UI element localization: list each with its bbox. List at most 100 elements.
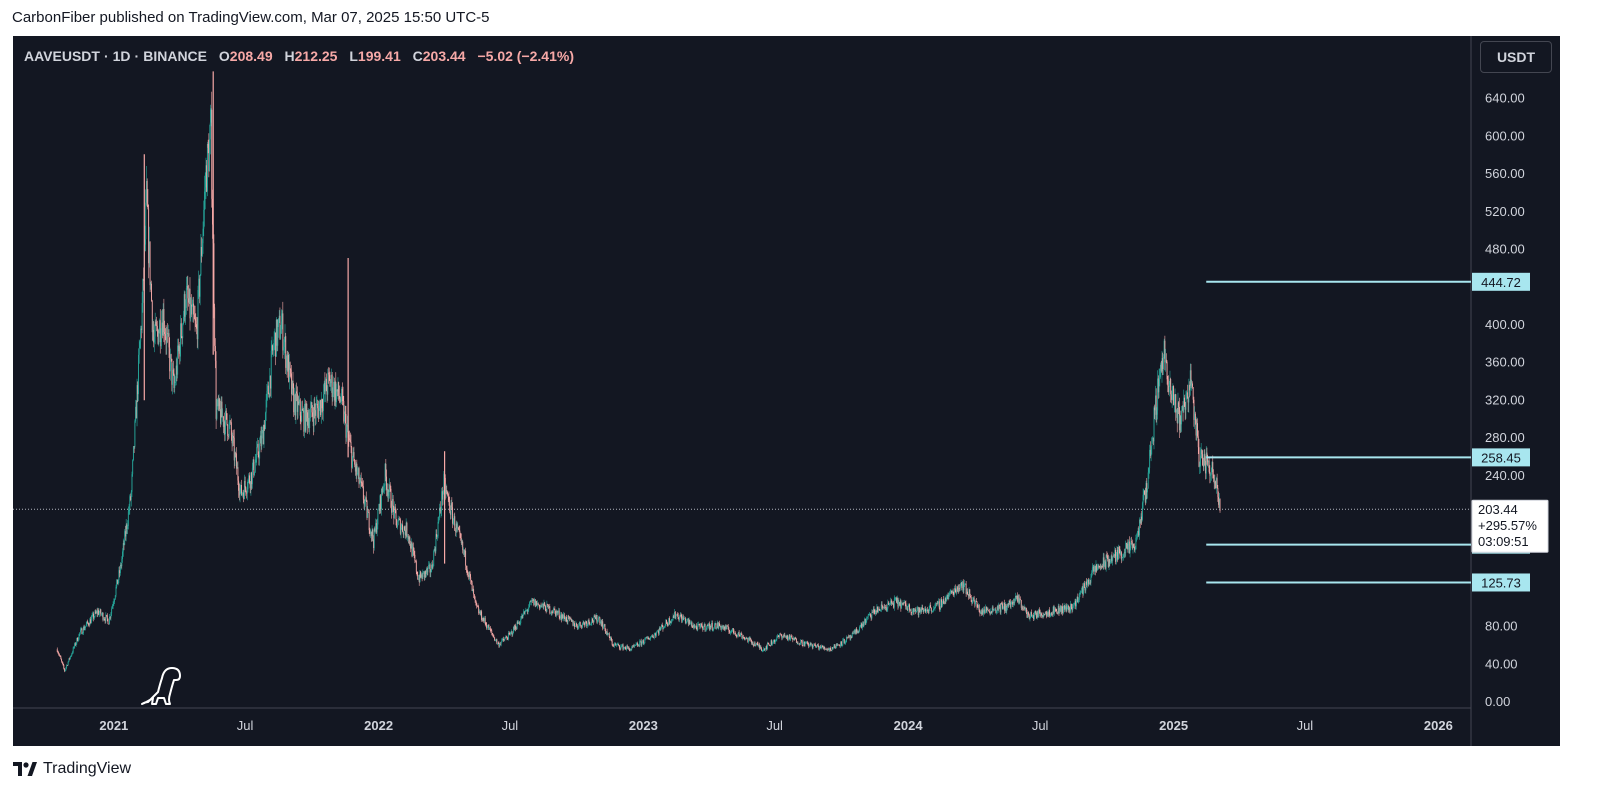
candle-body <box>1199 455 1201 467</box>
y-tick-label: 40.00 <box>1485 656 1518 671</box>
candle-body <box>292 380 294 389</box>
candle-body <box>1151 437 1153 447</box>
candle-body <box>164 332 166 334</box>
candle-body <box>1205 452 1207 474</box>
candle-body <box>766 643 768 649</box>
candle-body <box>141 303 143 330</box>
candle-body <box>414 554 416 561</box>
candle-body <box>1144 494 1146 503</box>
candle-body <box>779 633 781 637</box>
candle-body <box>74 643 76 646</box>
candle-body <box>760 646 762 649</box>
candle-body <box>247 479 249 490</box>
candle-body <box>667 624 669 625</box>
candle-body <box>1044 614 1045 616</box>
candle-body <box>534 599 535 605</box>
candle-body <box>497 643 499 644</box>
candle-body <box>133 446 135 447</box>
candle-body <box>917 607 919 615</box>
candle-body <box>222 416 224 427</box>
candle-body <box>816 644 818 646</box>
candle-body <box>864 618 866 624</box>
candle-body <box>937 602 939 604</box>
candle-body <box>1071 607 1073 611</box>
candle-body <box>1133 546 1135 551</box>
candle-body <box>511 631 513 635</box>
candle-body <box>154 336 155 343</box>
candle-body <box>242 492 244 494</box>
candle-body <box>498 643 500 647</box>
candle-body <box>644 638 646 644</box>
candle-body <box>349 438 351 440</box>
candle-body <box>165 336 167 344</box>
tradingview-footer: TradingView <box>13 760 131 778</box>
candle-body <box>193 303 195 315</box>
candle-body <box>768 643 770 645</box>
candle-body <box>935 603 937 605</box>
candle-body <box>682 616 683 622</box>
candle-body <box>246 489 248 494</box>
candle-body <box>170 354 172 359</box>
candle-body <box>319 400 321 407</box>
candle-body <box>455 530 456 532</box>
candle-body <box>911 612 913 613</box>
candle-body <box>1067 606 1069 610</box>
candle-body <box>962 581 964 591</box>
candle-body <box>406 522 408 537</box>
candle-body <box>944 597 946 604</box>
candle-body <box>1103 557 1105 567</box>
chart-panel[interactable]: 444.72258.45165.84125.73203.44+295.57%03… <box>13 36 1560 746</box>
candle-body <box>935 603 937 605</box>
candle-body <box>946 594 948 597</box>
candle-body <box>365 497 367 501</box>
candle-body <box>1098 565 1100 567</box>
candle-body <box>899 600 901 605</box>
candle-body <box>124 531 126 545</box>
candle-body <box>868 614 870 616</box>
candle-body <box>859 627 860 632</box>
candle-body <box>393 506 395 519</box>
candle-body <box>1105 555 1107 569</box>
candle-body <box>918 607 920 615</box>
candle-body <box>85 626 86 628</box>
candle-body <box>676 614 678 615</box>
candle-body <box>505 637 507 638</box>
currency-button[interactable]: USDT <box>1480 41 1552 73</box>
candle-body <box>875 610 876 614</box>
candle-body <box>986 606 987 612</box>
candle-body <box>901 603 903 605</box>
candle-body <box>1030 612 1032 617</box>
candle-body <box>638 645 640 647</box>
candle-body <box>762 650 764 651</box>
candle-body <box>796 642 798 643</box>
candle-body <box>76 638 78 644</box>
candle-body <box>352 456 353 468</box>
candle-body <box>949 593 950 596</box>
candle-body <box>307 412 308 426</box>
candle-body <box>502 638 504 640</box>
candle-body <box>1179 415 1181 431</box>
candle-body <box>296 391 298 394</box>
candle-body <box>377 508 379 525</box>
candle-body <box>1144 490 1146 495</box>
candle-body <box>914 609 916 612</box>
candle-body <box>972 597 974 601</box>
candle-body <box>782 636 784 637</box>
candle-body <box>657 630 659 632</box>
candle-body <box>480 611 482 615</box>
candle-body <box>344 411 345 422</box>
candle-body <box>1079 593 1081 594</box>
candle-body <box>1083 583 1085 588</box>
candle-body <box>817 644 819 647</box>
candle-body <box>922 607 924 610</box>
candle-body <box>216 406 218 419</box>
candlestick-chart[interactable]: 444.72258.45165.84125.73203.44+295.57%03… <box>13 36 1560 746</box>
candle-body <box>926 610 928 612</box>
candle-body <box>738 632 740 635</box>
candle-body <box>1112 555 1114 557</box>
candle-body <box>272 349 274 351</box>
candle-body <box>927 610 929 613</box>
candle-body <box>1107 555 1109 560</box>
candle-body <box>447 494 449 497</box>
candle-body <box>940 599 942 609</box>
